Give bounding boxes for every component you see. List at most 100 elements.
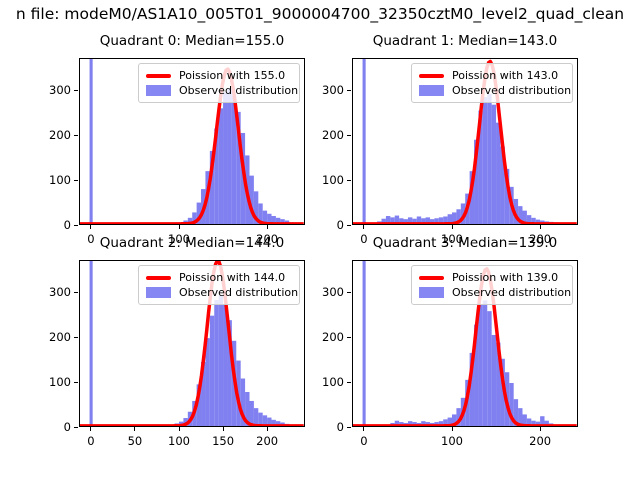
y-tick-mark: [347, 291, 351, 293]
y-tick-mark: [74, 336, 78, 338]
quadrant-2-title: Quadrant 2: Median=144.0: [99, 235, 285, 251]
y-tick-mark: [74, 381, 78, 383]
poisson-line-swatch: [419, 73, 444, 78]
x-tick-mark: [451, 225, 453, 229]
x-tick-label: 50: [127, 434, 143, 448]
y-tick-mark: [347, 224, 351, 226]
y-tick-mark: [347, 381, 351, 383]
x-tick-label: 100: [441, 232, 463, 246]
y-tick-label: 100: [322, 172, 344, 187]
subplot-quadrant-2: Quadrant 2: Median=144.0 Poission with 1…: [49, 235, 305, 448]
y-tick-mark: [347, 336, 351, 338]
observed-legend-label: Observed distribution: [452, 84, 572, 97]
y-tick-label: 300: [49, 82, 71, 97]
x-tick-mark: [222, 427, 224, 431]
poisson-legend-label: Poission with 139.0: [452, 271, 559, 284]
x-tick-label: 0: [87, 434, 95, 448]
poisson-line-swatch: [146, 275, 171, 280]
poisson-curve: [79, 67, 304, 225]
poisson-curve: [352, 59, 577, 225]
legend-row-line: Poission with 143.0: [419, 68, 566, 83]
y-tick-label: 200: [49, 127, 71, 142]
observed-legend-label: Observed distribution: [179, 286, 299, 299]
observed-legend-label: Observed distribution: [452, 286, 572, 299]
legend-row-patch: Observed distribution: [146, 285, 298, 300]
x-tick-mark: [90, 427, 92, 431]
x-tick-mark: [266, 427, 268, 431]
y-tick-label: 200: [49, 329, 71, 344]
x-tick-label: 200: [529, 434, 552, 448]
quadrant-0-title: Quadrant 0: Median=155.0: [99, 33, 285, 49]
legend-row-line: Poission with 155.0: [146, 68, 293, 83]
x-tick-label: 200: [256, 232, 279, 246]
x-tick-mark: [539, 225, 541, 229]
y-tick-mark: [74, 179, 78, 181]
x-tick-label: 150: [212, 434, 235, 448]
y-tick-mark: [74, 426, 78, 428]
observed-legend-label: Observed distribution: [179, 84, 299, 97]
subplot-quadrant-1: Quadrant 1: Median=143.0 Poission with 1…: [322, 33, 578, 246]
x-tick-mark: [134, 427, 136, 431]
legend-row-patch: Observed distribution: [419, 83, 571, 98]
x-tick-mark: [451, 427, 453, 431]
legend-row-patch: Observed distribution: [146, 83, 298, 98]
x-tick-label: 100: [168, 434, 190, 448]
poisson-legend-label: Poission with 155.0: [179, 69, 286, 82]
observed-patch-swatch: [146, 85, 171, 96]
poisson-legend-label: Poission with 144.0: [179, 271, 286, 284]
x-tick-mark: [363, 225, 365, 229]
x-tick-label: 0: [360, 232, 368, 246]
axes-spines: [79, 260, 305, 427]
y-tick-mark: [74, 224, 78, 226]
quadrant-0-legend: Poission with 155.0 Observed distributio…: [138, 63, 300, 103]
legend-row-patch: Observed distribution: [419, 285, 571, 300]
figure-title-container: n file: modeM0/AS1A10_005T01_9000004700_…: [0, 3, 640, 25]
y-tick-mark: [347, 426, 351, 428]
quadrant-3-title: Quadrant 3: Median=139.0: [372, 235, 558, 251]
subplot-quadrant-3: Quadrant 3: Median=139.0 Poission with 1…: [322, 235, 578, 448]
y-tick-label: 0: [63, 217, 71, 232]
y-tick-label: 200: [322, 127, 344, 142]
quadrant-1-legend: Poission with 143.0 Observed distributio…: [411, 63, 573, 103]
y-tick-label: 0: [336, 419, 344, 434]
y-tick-label: 100: [49, 374, 71, 389]
y-tick-label: 300: [49, 284, 71, 299]
x-tick-label: 100: [168, 232, 190, 246]
poisson-legend-label: Poission with 143.0: [452, 69, 559, 82]
y-tick-label: 300: [322, 284, 344, 299]
y-tick-mark: [347, 179, 351, 181]
quadrant-3-legend: Poission with 139.0 Observed distributio…: [411, 265, 573, 305]
y-tick-mark: [74, 134, 78, 136]
poisson-curve: [79, 260, 304, 427]
axes-spines: [352, 58, 578, 225]
quadrant-1-title: Quadrant 1: Median=143.0: [372, 33, 558, 49]
y-tick-label: 300: [322, 82, 344, 97]
x-tick-label: 200: [256, 434, 279, 448]
y-tick-label: 0: [63, 419, 71, 434]
y-tick-mark: [74, 89, 78, 91]
x-tick-label: 0: [87, 232, 95, 246]
x-tick-mark: [363, 427, 365, 431]
subplot-quadrant-0: Quadrant 0: Median=155.0 Poission with 1…: [49, 33, 305, 246]
axes-spines: [352, 260, 578, 427]
quadrant-2-legend: Poission with 144.0 Observed distributio…: [138, 265, 300, 305]
x-tick-label: 100: [441, 434, 463, 448]
observed-patch-swatch: [419, 287, 444, 298]
x-tick-label: 200: [529, 232, 552, 246]
observed-patch-swatch: [419, 85, 444, 96]
y-tick-label: 0: [336, 217, 344, 232]
y-tick-label: 200: [322, 329, 344, 344]
y-tick-label: 100: [322, 374, 344, 389]
figure-title: n file: modeM0/AS1A10_005T01_9000004700_…: [15, 5, 625, 23]
x-tick-mark: [178, 427, 180, 431]
x-tick-mark: [90, 225, 92, 229]
x-tick-mark: [266, 225, 268, 229]
poisson-line-swatch: [146, 73, 171, 78]
poisson-curve: [352, 267, 577, 427]
x-tick-mark: [178, 225, 180, 229]
x-tick-label: 0: [360, 434, 368, 448]
axes-spines: [79, 58, 305, 225]
y-tick-label: 100: [49, 172, 71, 187]
y-tick-mark: [347, 134, 351, 136]
observed-patch-swatch: [146, 287, 171, 298]
